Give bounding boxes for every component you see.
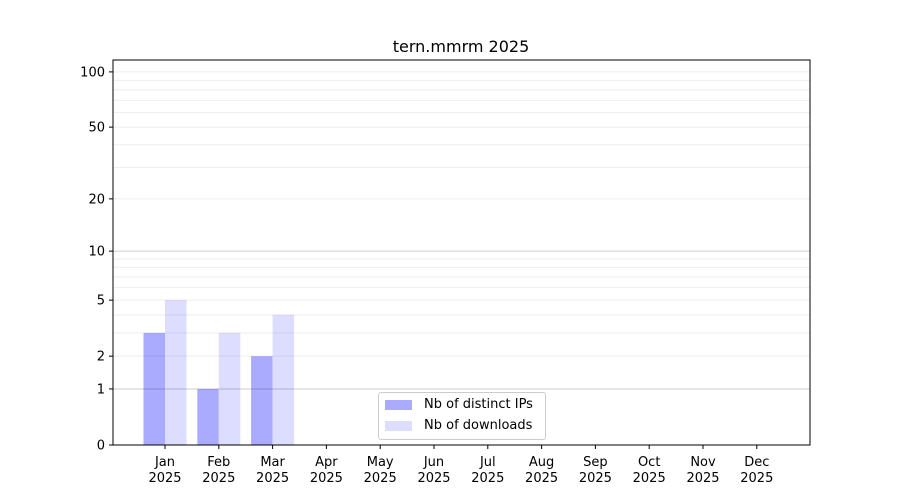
y-tick-label: 20 [88, 192, 105, 207]
y-tick-label: 50 [88, 121, 105, 136]
bar [143, 332, 165, 445]
legend-swatch [385, 420, 412, 431]
x-tick-label: Nov 2025 [686, 455, 719, 486]
legend-label: Nb of distinct IPs [424, 397, 533, 412]
legend: Nb of distinct IPs Nb of downloads [378, 392, 546, 440]
bar [251, 356, 273, 445]
y-tick-label: 10 [88, 245, 105, 260]
x-tick-label: Oct 2025 [633, 455, 666, 486]
bar [218, 332, 241, 445]
y-tick-label: 5 [97, 294, 105, 309]
legend-swatch [385, 399, 412, 410]
legend-label: Nb of downloads [424, 418, 533, 433]
chart-title: tern.mmrm 2025 [393, 37, 530, 56]
legend-item: Nb of downloads [385, 418, 532, 433]
y-tick-label: 1 [97, 382, 105, 397]
axes-frame [112, 59, 811, 446]
x-tick-label: Aug 2025 [525, 455, 558, 486]
y-tick-label: 2 [97, 350, 105, 365]
bar [197, 388, 219, 445]
legend-item: Nb of distinct IPs [385, 397, 533, 412]
x-tick-label: Apr 2025 [310, 455, 343, 486]
bar [272, 314, 295, 445]
x-tick-label: Jun 2025 [417, 455, 450, 486]
x-tick-label: Jan 2025 [148, 455, 181, 486]
y-tick-label: 100 [80, 65, 105, 80]
bar [165, 300, 187, 445]
x-tick-label: Mar 2025 [256, 455, 289, 486]
y-tick-label: 0 [97, 439, 105, 454]
x-tick-label: Sep 2025 [579, 455, 612, 486]
x-tick-label: Dec 2025 [740, 455, 773, 486]
x-tick-label: Feb 2025 [202, 455, 235, 486]
x-tick-label: Jul 2025 [471, 455, 504, 486]
x-tick-label: May 2025 [364, 455, 397, 486]
